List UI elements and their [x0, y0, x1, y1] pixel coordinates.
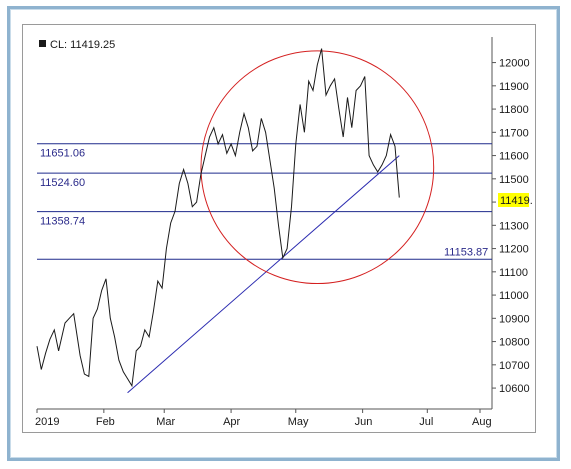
x-tick-label: May [288, 416, 309, 428]
y-tick-label: 10800 [499, 337, 530, 349]
y-ticks: 10600 10700 10800 10900 11000 11100 11200 11300… [492, 58, 530, 395]
x-tick-label: Apr [223, 416, 240, 428]
price-tag-text: 11419. [500, 195, 533, 207]
y-tick-label: 11100 [499, 267, 528, 279]
legend-swatch [39, 40, 46, 47]
level-label: 11524.60 [40, 177, 85, 189]
y-tick-label: 10600 [499, 383, 530, 395]
price-tag: 11419. [498, 193, 533, 207]
chart-border [22, 24, 536, 433]
x-tick-label: 2019 [35, 416, 59, 428]
y-tick-label: 11200 [499, 244, 529, 256]
window-frame [7, 6, 560, 461]
y-tick-label: 11000 [499, 290, 529, 302]
highlight-circle [200, 50, 435, 285]
x-tick-label: Feb [96, 416, 115, 428]
level-label: 11358.74 [40, 216, 85, 228]
y-tick-label: 11700 [499, 127, 529, 139]
legend-text: CL: 11419.25 [50, 39, 115, 51]
trendline [127, 155, 400, 394]
price-series-line [36, 48, 400, 388]
y-tick-label: 10700 [499, 360, 530, 372]
x-tick-label: Jul [419, 416, 433, 428]
y-tick-label: 12000 [499, 58, 530, 70]
price-tag-background [498, 193, 529, 207]
legend: CL: 11419.25 [39, 39, 115, 51]
y-tick-label: 11900 [499, 81, 529, 93]
x-tick-label: Aug [472, 416, 492, 428]
level-label: 11651.06 [40, 148, 85, 160]
y-tick-label: 11800 [499, 104, 529, 116]
y-tick-label: 11600 [499, 151, 529, 163]
horizontal-levels [37, 143, 492, 260]
level-label: 11153.87 [444, 246, 488, 258]
level-labels: 11651.06 11524.60 11358.74 11153.87 [40, 148, 488, 259]
x-ticks: 2019 Feb Mar Apr May Jun Jul Aug [35, 409, 492, 428]
y-tick-label: 11500 [499, 174, 529, 186]
x-tick-label: Mar [156, 416, 175, 428]
y-tick-label: 10900 [499, 313, 530, 325]
x-tick-label: Jun [355, 416, 373, 428]
y-tick-label: 11300 [499, 220, 529, 232]
